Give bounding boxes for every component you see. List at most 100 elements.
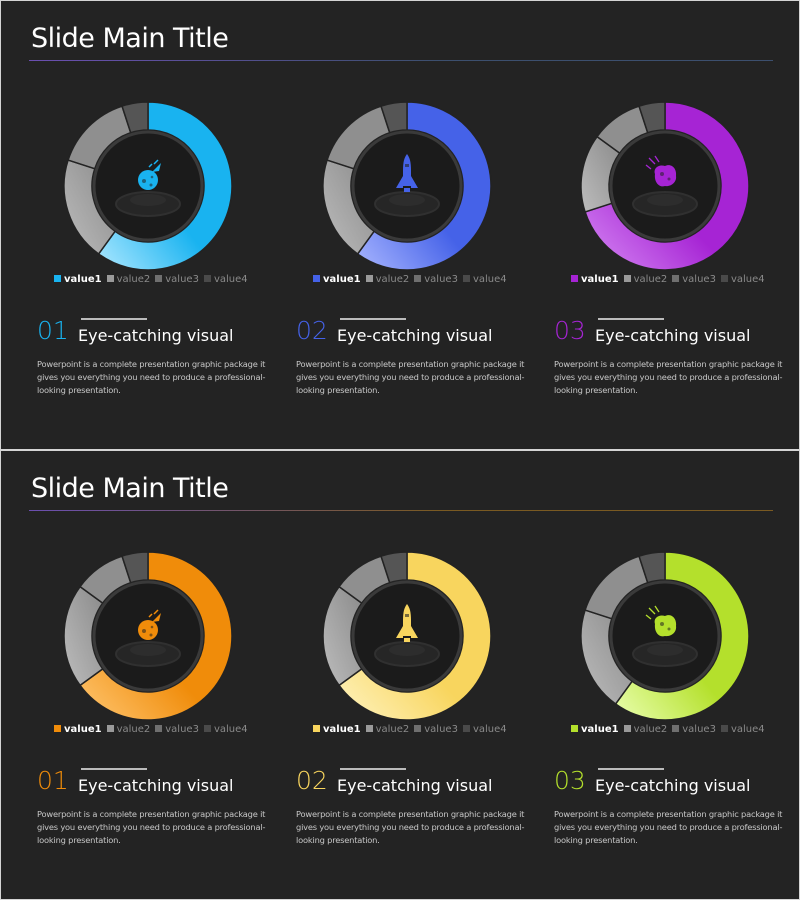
panel-1: value1 value2 value3 value4 01 Eye-catching… — [23, 1, 273, 449]
legend-item-value2: value2 — [623, 724, 668, 735]
space-shuttle-icon — [396, 154, 418, 192]
meteor-icon — [645, 155, 677, 187]
donut-chart — [580, 551, 750, 721]
legend-swatch — [720, 275, 728, 282]
heading-rule — [340, 318, 406, 320]
legend-label: value1 — [323, 724, 361, 735]
legend-item-value2: value2 — [106, 724, 150, 735]
donut-chart — [322, 551, 492, 721]
donut-chart — [63, 551, 233, 721]
panel-number: 02 — [296, 316, 328, 345]
legend-swatch — [672, 725, 680, 732]
legend-swatch — [623, 725, 631, 732]
legend-item-value4: value4 — [462, 724, 507, 735]
legend-item-value3: value3 — [672, 724, 716, 735]
legend-item-value3: value3 — [155, 274, 199, 285]
legend-item-value3: value3 — [414, 274, 458, 285]
legend-swatch — [462, 275, 470, 282]
legend-label: value3 — [165, 274, 199, 285]
meteor-icon — [645, 605, 677, 637]
legend-item-value2: value2 — [623, 274, 668, 285]
legend-swatch — [54, 725, 61, 732]
donut-slice-value4 — [380, 551, 408, 584]
legend-swatch — [155, 725, 163, 732]
panel-body: Powerpoint is a complete presentation gr… — [37, 359, 266, 395]
legend-swatch — [623, 275, 631, 282]
chart-legend: value1 value2 value3 value4 — [313, 274, 543, 285]
slide-1: Slide Main Title value1 value2 value3 value… — [1, 1, 799, 449]
legend-label: value3 — [165, 724, 199, 735]
legend-label: value1 — [581, 724, 619, 735]
legend-swatch — [54, 275, 61, 282]
legend-item-value1: value1 — [54, 724, 102, 735]
legend-label: value2 — [633, 724, 668, 735]
legend-label: value1 — [581, 274, 619, 285]
donut-slice-value4 — [121, 551, 149, 584]
donut-slice-value1 — [78, 551, 233, 721]
legend-label: value1 — [64, 724, 102, 735]
space-shuttle-icon — [396, 604, 418, 642]
legend-swatch — [365, 275, 373, 282]
legend-label: value1 — [323, 274, 361, 285]
legend-label: value3 — [682, 274, 716, 285]
donut-slice-value1 — [97, 101, 233, 271]
panel-number: 03 — [554, 316, 586, 345]
legend-label: value3 — [682, 724, 716, 735]
planet-rocket-icon — [138, 609, 161, 640]
legend-item-value3: value3 — [672, 274, 716, 285]
slide-title: Slide Main Title — [31, 473, 229, 504]
legend-swatch — [672, 275, 680, 282]
donut-slice-value1 — [614, 551, 750, 721]
legend-item-value2: value2 — [106, 274, 150, 285]
icon-pedestal-top — [647, 644, 683, 656]
legend-item-value3: value3 — [414, 724, 458, 735]
legend-swatch — [203, 275, 211, 282]
legend-swatch — [720, 725, 728, 732]
legend-swatch — [313, 275, 320, 282]
legend-swatch — [106, 725, 114, 732]
legend-item-value1: value1 — [313, 724, 361, 735]
legend-label: value4 — [730, 274, 765, 285]
icon-pedestal-top — [130, 644, 166, 656]
panel-body: Powerpoint is a complete presentation gr… — [296, 359, 525, 395]
legend-item-value4: value4 — [462, 274, 507, 285]
donut-slice-value1 — [356, 101, 492, 271]
legend-item-value1: value1 — [571, 274, 619, 285]
legend-swatch — [414, 275, 422, 282]
icon-pedestal-top — [389, 194, 425, 206]
heading-rule — [598, 318, 664, 320]
panel-3: value1 value2 value3 value4 03 Eye-catching… — [540, 1, 790, 449]
legend-label: value3 — [424, 274, 458, 285]
slide-title: Slide Main Title — [31, 23, 229, 54]
legend-label: value2 — [633, 274, 668, 285]
icon-pedestal-top — [389, 644, 425, 656]
chart-legend: value1 value2 value3 value4 — [54, 274, 284, 285]
legend-label: value3 — [424, 724, 458, 735]
legend-item-value2: value2 — [365, 724, 410, 735]
chart-legend: value1 value2 value3 value4 — [571, 724, 800, 735]
donut-slice-value4 — [638, 101, 666, 134]
donut-chart — [63, 101, 233, 271]
legend-item-value4: value4 — [720, 274, 765, 285]
panel-body: Powerpoint is a complete presentation gr… — [554, 359, 783, 395]
chart-legend: value1 value2 value3 value4 — [54, 724, 284, 735]
panel-number: 03 — [554, 766, 586, 795]
icon-pedestal-top — [130, 194, 166, 206]
donut-chart — [580, 101, 750, 271]
panel-1: value1 value2 value3 value4 01 Eye-catching… — [23, 451, 273, 899]
panel-number: 02 — [296, 766, 328, 795]
legend-item-value4: value4 — [720, 724, 765, 735]
heading-rule — [81, 768, 147, 770]
panel-heading: Eye-catching visual — [595, 776, 751, 795]
chart-legend: value1 value2 value3 value4 — [571, 274, 800, 285]
donut-slice-value1 — [337, 551, 492, 721]
panel-heading: Eye-catching visual — [78, 326, 234, 345]
legend-swatch — [571, 275, 578, 282]
legend-swatch — [155, 275, 163, 282]
legend-item-value1: value1 — [571, 724, 619, 735]
legend-item-value1: value1 — [313, 274, 361, 285]
legend-label: value2 — [375, 724, 410, 735]
panel-heading: Eye-catching visual — [78, 776, 234, 795]
panel-2: value1 value2 value3 value4 02 Eye-catching… — [282, 451, 532, 899]
legend-swatch — [571, 725, 578, 732]
